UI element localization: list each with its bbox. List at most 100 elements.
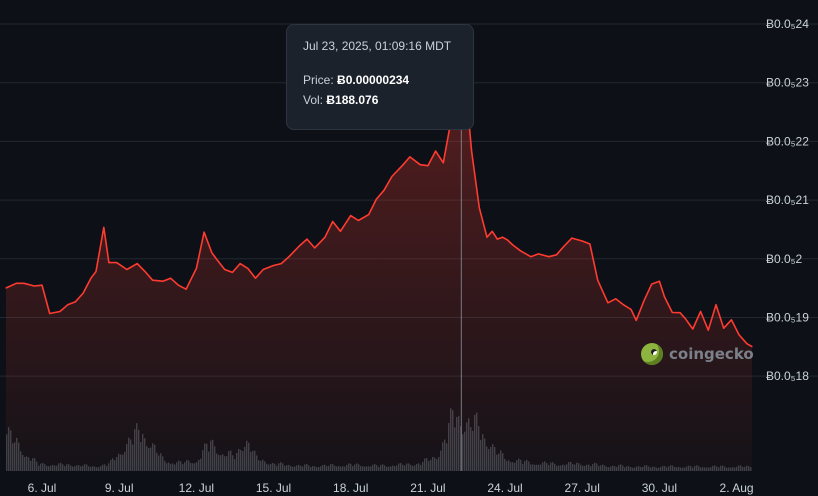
price-point — [5, 287, 7, 289]
watermark-text: coingecko — [669, 345, 754, 363]
price-point — [391, 175, 393, 178]
price-point — [723, 327, 725, 329]
price-point — [684, 317, 686, 319]
price-point — [635, 319, 637, 321]
x-tick-label: 6. Jul — [28, 481, 57, 495]
price-point — [33, 285, 35, 287]
x-tick-label: 2. Aug — [720, 481, 754, 495]
price-area-fill — [6, 60, 752, 471]
price-point — [375, 198, 377, 200]
price-point — [15, 282, 17, 284]
price-point — [751, 346, 753, 348]
price-point — [491, 230, 493, 232]
price-point — [730, 319, 733, 321]
price-point — [435, 150, 437, 152]
price-point — [383, 189, 385, 191]
price-tooltip: Jul 23, 2025, 01:09:16 MDT Price: Ƀ0.000… — [286, 24, 474, 130]
price-point — [288, 256, 290, 258]
x-tick-label: 27. Jul — [565, 481, 600, 495]
price-point — [314, 247, 316, 249]
y-tick-label: Ƀ0.0₅18 — [766, 369, 809, 383]
price-point — [519, 250, 522, 252]
price-point — [203, 231, 205, 233]
price-point — [162, 280, 164, 282]
price-point — [262, 268, 264, 271]
price-point — [239, 263, 241, 265]
y-tick-label: Ƀ0.0₅2 — [766, 252, 803, 266]
price-point — [581, 240, 583, 242]
price-point — [357, 219, 359, 222]
price-point — [651, 283, 653, 285]
x-tick-label: 9. Jul — [105, 481, 134, 495]
price-point — [512, 244, 514, 246]
price-point — [486, 236, 488, 238]
price-point — [49, 312, 51, 315]
price-point — [177, 284, 179, 286]
x-tick-label: 30. Jul — [642, 481, 677, 495]
x-tick-label: 21. Jul — [410, 481, 445, 495]
price-point — [630, 308, 632, 311]
x-tick-label: 24. Jul — [487, 481, 522, 495]
tooltip-date: Jul 23, 2025, 01:09:16 MDT — [303, 39, 452, 53]
price-point — [82, 292, 84, 294]
price-point — [272, 264, 275, 267]
price-point — [90, 277, 92, 279]
y-axis: Ƀ0.0₅24 Ƀ0.0₅23 Ƀ0.0₅22 Ƀ0.0₅21 Ƀ0.0₅2 Ƀ0.0₅1… — [766, 17, 809, 383]
price-point — [643, 300, 645, 302]
price-point — [368, 214, 370, 216]
price-point — [216, 259, 218, 261]
x-tick-label: 18. Jul — [333, 481, 368, 495]
price-point — [715, 304, 717, 306]
price-point — [298, 245, 300, 247]
price-point — [195, 267, 197, 269]
price-point — [224, 268, 226, 271]
x-tick-label: 15. Jul — [256, 481, 291, 495]
price-point — [692, 328, 694, 330]
price-point — [339, 230, 341, 232]
price-point — [571, 237, 573, 239]
tooltip-vol-label: Vol: — [303, 93, 324, 107]
price-point — [738, 334, 740, 336]
y-tick-label: Ƀ0.0₅24 — [766, 17, 809, 31]
price-point — [501, 236, 504, 238]
price-point — [671, 311, 673, 314]
coingecko-watermark: coingecko — [641, 343, 754, 365]
x-axis: 6. Jul 9. Jul 12. Jul 15. Jul 18. Jul 21. Jul… — [28, 481, 754, 495]
y-tick-label: Ƀ0.0₅23 — [766, 76, 809, 90]
price-point — [41, 284, 43, 286]
price-point — [427, 165, 429, 167]
price-point — [126, 268, 128, 271]
tooltip-price-row: Price: Ƀ0.00000234 — [303, 73, 457, 87]
price-point — [746, 343, 748, 345]
price-point — [496, 238, 498, 240]
price-point — [471, 150, 473, 152]
price-point — [23, 282, 25, 284]
tooltip-vol-row: Vol: Ƀ188.076 — [303, 93, 457, 107]
price-point — [144, 270, 146, 272]
price-point — [350, 215, 352, 217]
price-point — [306, 238, 308, 240]
price-point — [658, 280, 661, 282]
price-point — [622, 304, 625, 306]
price-point — [442, 162, 444, 164]
x-tick-label: 12. Jul — [179, 481, 214, 495]
price-point — [324, 236, 326, 238]
price-point — [478, 207, 480, 209]
price-point — [136, 263, 138, 265]
price-point — [59, 310, 61, 313]
price-point — [254, 277, 257, 279]
price-point — [663, 296, 666, 298]
price-point — [67, 304, 69, 306]
price-point — [679, 312, 681, 314]
tooltip-price-value: Ƀ0.00000234 — [337, 73, 410, 87]
tooltip-vol-value: Ƀ188.076 — [326, 93, 379, 107]
price-point — [597, 279, 599, 281]
price-point — [401, 165, 403, 167]
price-point — [211, 252, 213, 254]
price-point — [555, 254, 558, 256]
price-point — [530, 256, 532, 258]
price-point — [95, 270, 97, 273]
coingecko-logo-icon — [641, 343, 663, 365]
